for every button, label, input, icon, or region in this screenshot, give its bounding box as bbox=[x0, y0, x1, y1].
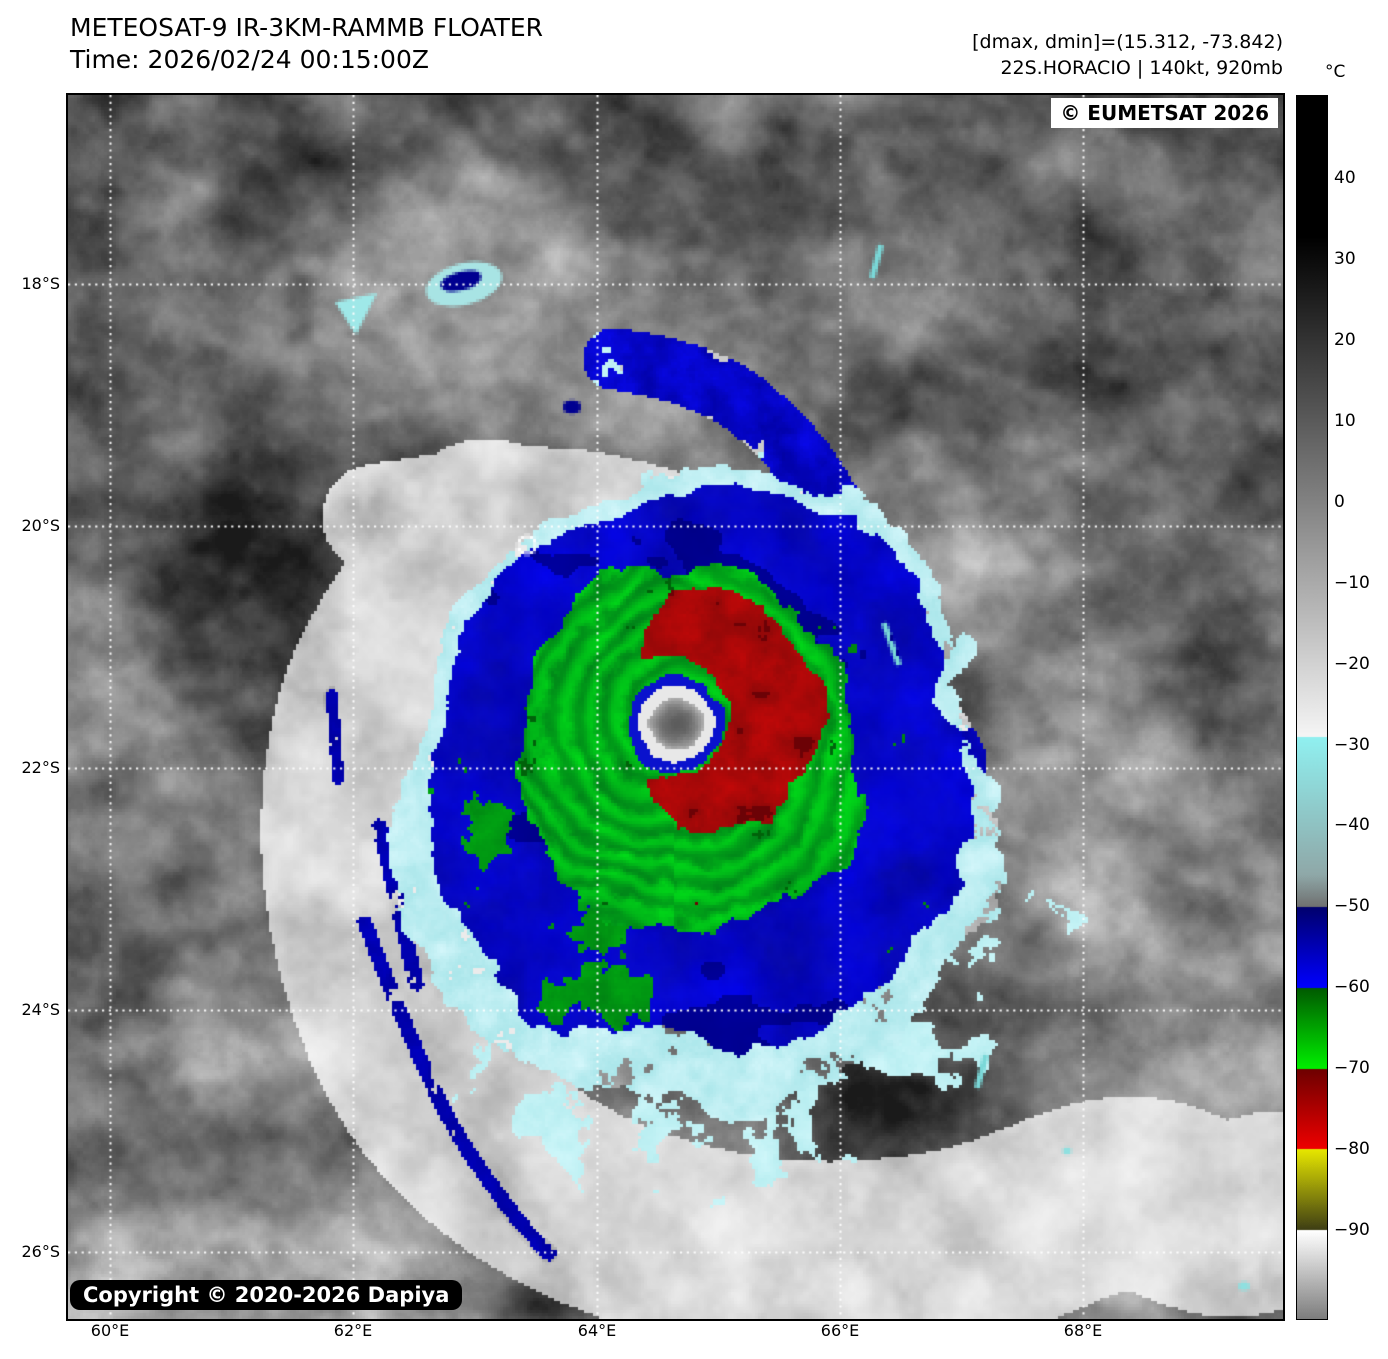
colorbar-unit-label: °C bbox=[1325, 62, 1346, 82]
colorbar-tick-label: 30 bbox=[1334, 249, 1356, 270]
lon-tick-label: 68°E bbox=[1063, 1321, 1103, 1340]
colorbar-tick-label: −50 bbox=[1334, 896, 1370, 917]
colorbar-tick-label: −80 bbox=[1334, 1138, 1370, 1159]
colorbar-tick-label: −60 bbox=[1334, 977, 1370, 998]
time-subtitle: Time: 2026/02/24 00:15:00Z bbox=[70, 45, 429, 74]
colorbar-tick-label: −40 bbox=[1334, 815, 1370, 836]
lat-tick-label: 24°S bbox=[21, 1000, 60, 1019]
colorbar-tick-label: −70 bbox=[1334, 1058, 1370, 1079]
provider-badge: © EUMETSAT 2026 bbox=[1051, 98, 1278, 128]
colorbar-tick-label: 0 bbox=[1334, 491, 1345, 512]
lat-tick-label: 22°S bbox=[21, 758, 60, 777]
lon-tick-label: 60°E bbox=[90, 1321, 130, 1340]
colorbar-tick-label: −90 bbox=[1334, 1219, 1370, 1240]
storm-annotation: 22S.HORACIO | 140kt, 920mb bbox=[1000, 57, 1283, 79]
range-annotation: [dmax, dmin]=(15.312, -73.842) bbox=[972, 31, 1283, 53]
colorbar-tick-label: −30 bbox=[1334, 734, 1370, 755]
lat-tick-label: 20°S bbox=[21, 516, 60, 535]
colorbar-tick-label: −20 bbox=[1334, 653, 1370, 674]
page-title: METEOSAT-9 IR-3KM-RAMMB FLOATER bbox=[70, 13, 544, 42]
lat-tick-label: 18°S bbox=[21, 274, 60, 293]
colorbar-tick-label: −10 bbox=[1334, 572, 1370, 593]
satellite-canvas bbox=[68, 95, 1283, 1319]
lon-tick-label: 64°E bbox=[577, 1321, 617, 1340]
colorbar bbox=[1296, 95, 1328, 1320]
satellite-image-area bbox=[66, 93, 1285, 1321]
colorbar-tick-label: 20 bbox=[1334, 330, 1356, 351]
lon-tick-label: 62°E bbox=[333, 1321, 373, 1340]
annotation-block: [dmax, dmin]=(15.312, -73.842) 22S.HORAC… bbox=[972, 29, 1283, 81]
copyright-badge: Copyright © 2020-2026 Dapiya bbox=[70, 1280, 463, 1310]
lon-tick-label: 66°E bbox=[820, 1321, 860, 1340]
lat-tick-label: 26°S bbox=[21, 1242, 60, 1261]
colorbar-tick-label: 10 bbox=[1334, 410, 1356, 431]
colorbar-tick-label: 40 bbox=[1334, 168, 1356, 189]
